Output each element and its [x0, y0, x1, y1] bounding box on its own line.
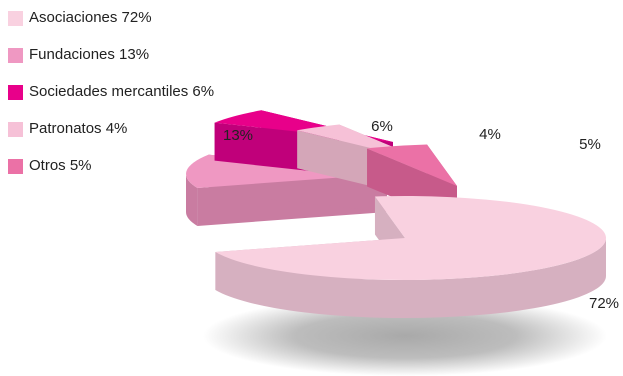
- chart-shadow: [203, 296, 607, 376]
- legend-label: Sociedades mercantiles 6%: [29, 83, 215, 100]
- legend-item-sociedades-mercantiles: Sociedades mercantiles 6%: [8, 83, 214, 101]
- legend-item-otros: Otros 5%: [8, 157, 214, 175]
- data-label-otros: 5%: [579, 136, 601, 153]
- data-label-sociedades-mercantiles: 6%: [371, 118, 393, 135]
- legend-item-patronatos: Patronatos 4%: [8, 120, 214, 138]
- legend-swatch: [8, 10, 23, 26]
- legend-label: Fundaciones 13%: [29, 46, 150, 63]
- data-label-asociaciones: 72%: [589, 295, 619, 312]
- legend-swatch: [8, 158, 23, 174]
- data-label-patronatos: 4%: [479, 126, 501, 143]
- chart-legend: Asociaciones 72% Fundaciones 13% Sociedade…: [8, 9, 214, 194]
- slice-outer-wall: [215, 238, 606, 319]
- data-label-fundaciones: 13%: [223, 127, 253, 144]
- legend-item-asociaciones: Asociaciones 72%: [8, 9, 214, 27]
- slice-top: [367, 144, 457, 186]
- slice-asociaciones: [215, 195, 606, 319]
- slice-outer-wall: [186, 174, 198, 226]
- legend-label: Patronatos 4%: [29, 120, 128, 137]
- legend-swatch: [8, 47, 23, 63]
- legend-swatch: [8, 121, 23, 137]
- legend-label: Otros 5%: [29, 157, 92, 174]
- slice-top: [215, 195, 606, 280]
- legend-swatch: [8, 84, 23, 100]
- legend-label: Asociaciones 72%: [29, 9, 152, 26]
- legend-item-fundaciones: Fundaciones 13%: [8, 46, 214, 64]
